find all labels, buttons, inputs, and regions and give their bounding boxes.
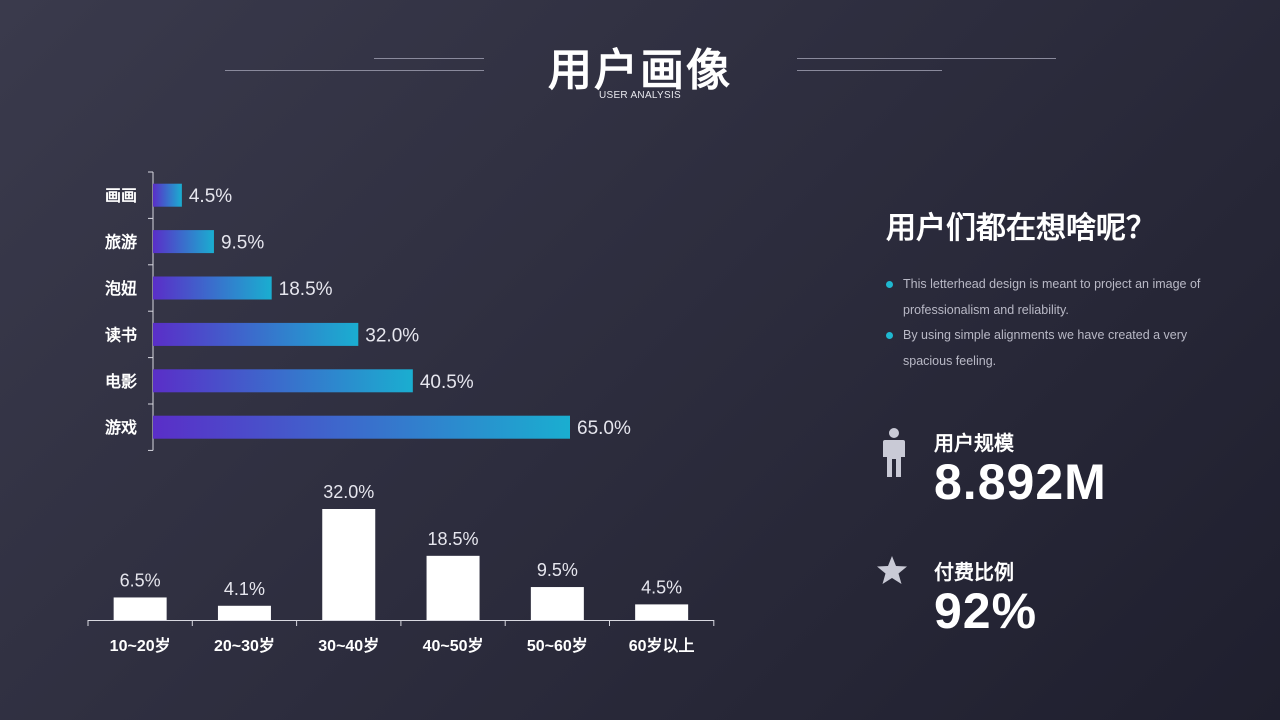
category-label: 游戏: [105, 418, 137, 437]
category-label: 画画: [105, 187, 137, 205]
age-bar-chart: 6.5% 10~20岁 4.1% 20~30岁 32.0% 30~40岁 18.5% 40~5…: [87, 482, 715, 655]
star-icon: [877, 556, 907, 584]
page-title: 用户画像: [548, 46, 732, 95]
category-label: 泡妞: [105, 279, 137, 298]
data-label: 9.5%: [221, 233, 264, 254]
category-label: 60岁以上: [629, 636, 695, 655]
header-line-right-long: [797, 58, 1056, 59]
category-label: 旅游: [105, 233, 137, 252]
bar: [153, 369, 413, 393]
user-scale-label: 用户规模: [934, 433, 1014, 455]
bar: [322, 509, 376, 620]
bar: [530, 587, 584, 620]
data-label: 32.0%: [365, 325, 419, 346]
category-label: 50~60岁: [527, 636, 588, 655]
bar: [153, 415, 570, 439]
data-label: 4.5%: [189, 186, 232, 207]
data-label: 32.0%: [323, 482, 374, 502]
bar: [113, 597, 167, 620]
bar: [153, 322, 359, 346]
category-label: 10~20岁: [110, 636, 171, 655]
category-label: 读书: [105, 325, 137, 344]
bar: [217, 605, 271, 620]
person-icon: [883, 428, 905, 477]
bullet-item: This letterhead design is meant to proje…: [886, 271, 1206, 323]
data-label: 18.5%: [279, 279, 333, 300]
data-label: 4.1%: [224, 579, 265, 599]
age-bars: 6.5% 10~20岁 4.1% 20~30岁 32.0% 30~40岁 18.5% 40~5…: [87, 482, 715, 655]
bar: [153, 183, 182, 207]
bar: [153, 230, 214, 254]
bar: [635, 604, 689, 620]
bar: [153, 276, 272, 300]
data-label: 9.5%: [537, 560, 578, 580]
category-label: 30~40岁: [318, 636, 379, 655]
paid-ratio-value: 92%: [934, 583, 1038, 639]
header-line-left-short: [374, 58, 484, 59]
data-label: 6.5%: [120, 570, 161, 590]
data-label: 18.5%: [428, 529, 479, 549]
user-scale-value: 8.892M: [934, 454, 1107, 510]
data-label: 65.0%: [577, 418, 631, 439]
data-label: 4.5%: [641, 577, 682, 597]
bar: [426, 555, 480, 620]
category-label: 40~50岁: [423, 636, 484, 655]
bullet-text: By using simple alignments we have creat…: [903, 328, 1188, 368]
interest-bar-chart: 画画 4.5% 旅游 9.5% 泡妞 18.5% 读书 32.0% 电影 40.5% 游戏 65.0%: [105, 171, 631, 451]
bullet-dot: [886, 281, 893, 288]
bullet-item: By using simple alignments we have creat…: [886, 322, 1206, 374]
bullet-dot: [886, 332, 893, 339]
bullet-text: This letterhead design is meant to proje…: [903, 277, 1201, 317]
category-label: 电影: [105, 372, 137, 391]
category-label: 20~30岁: [214, 636, 275, 655]
data-label: 40.5%: [420, 372, 474, 393]
interest-bars: 画画 4.5% 旅游 9.5% 泡妞 18.5% 读书 32.0% 电影 40.5% 游戏 65.0%: [105, 171, 631, 451]
side-heading: 用户们都在想啥呢？: [886, 212, 1156, 245]
header-line-right-short: [797, 70, 942, 71]
header-line-left-long: [225, 70, 484, 71]
page-subtitle: USER ANALYSIS: [598, 90, 682, 101]
paid-ratio-label: 付费比例: [934, 562, 1014, 584]
